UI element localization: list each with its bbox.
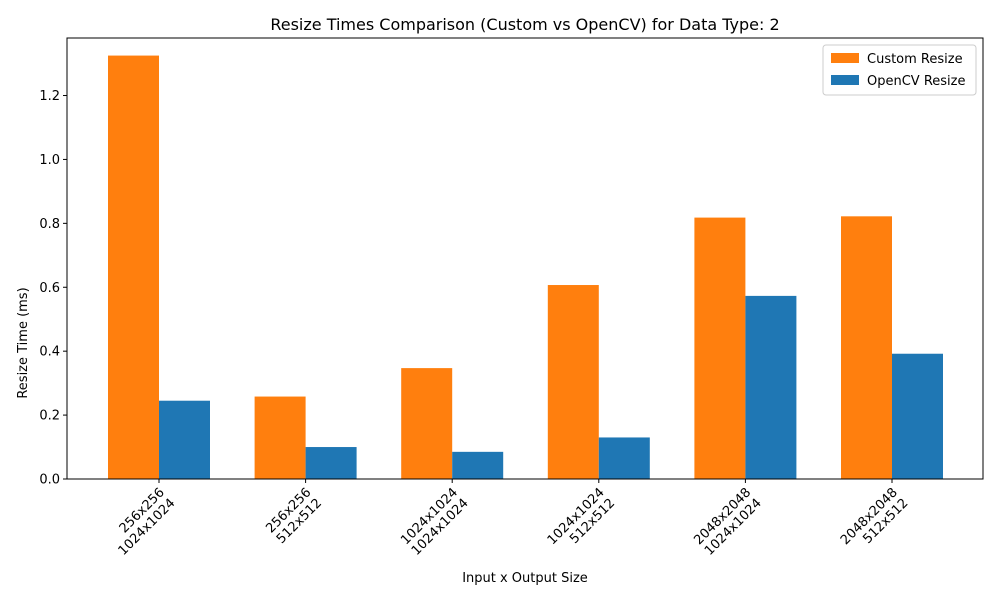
y-tick-label: 0.4: [39, 345, 60, 360]
y-tick-label: 1.2: [39, 89, 60, 104]
x-axis-label: Input x Output Size: [462, 571, 588, 586]
bar-opencv-0: [159, 400, 210, 479]
legend: Custom Resize OpenCV Resize: [822, 44, 977, 96]
bar-custom-3: [547, 285, 599, 479]
bar-opencv-4: [745, 295, 797, 479]
bar-custom-4: [694, 217, 746, 480]
bar-opencv-2: [452, 451, 504, 479]
axes-frame: [66, 37, 984, 480]
bar-custom-1: [254, 396, 306, 479]
legend-box: [822, 44, 977, 96]
chart-title: Resize Times Comparison (Custom vs OpenC…: [270, 15, 779, 34]
y-tick-label: 0.8: [39, 217, 60, 232]
y-tick-label: 0.0: [39, 473, 60, 488]
legend-label: OpenCV Resize: [867, 74, 965, 89]
bar-custom-5: [841, 216, 892, 480]
y-tick-label: 0.2: [39, 409, 60, 424]
bar-custom-0: [108, 55, 159, 480]
bar-custom-2: [401, 368, 453, 479]
y-tick-label: 0.6: [39, 281, 60, 296]
legend-swatch: [831, 53, 859, 63]
legend-label: Custom Resize: [867, 52, 963, 67]
bar-opencv-3: [598, 437, 650, 479]
y-tick-label: 1.0: [39, 153, 60, 168]
y-axis-label: Resize Time (ms): [16, 287, 31, 398]
bar-opencv-5: [892, 353, 943, 479]
legend-swatch: [831, 75, 859, 85]
bar-opencv-1: [305, 447, 357, 479]
